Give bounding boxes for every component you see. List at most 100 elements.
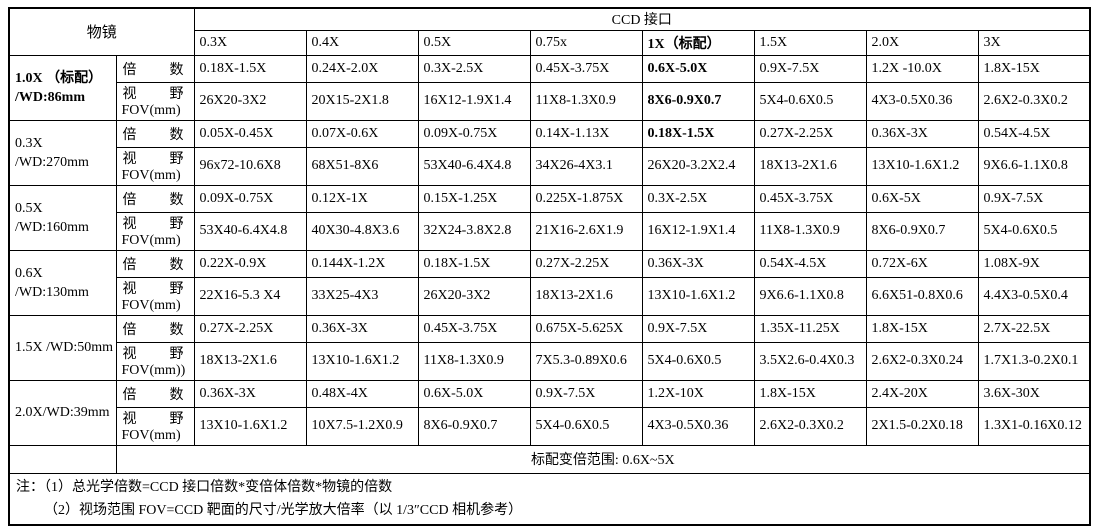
fov-row: 视野 FOV(mm) 53X40-6.4X4.8 40X30-4.8X3.6 32X24… bbox=[9, 211, 1091, 251]
fov-cell: 53X40-6.4X4.8 bbox=[417, 146, 531, 186]
fov-cell: 8X6-0.9X0.7 bbox=[641, 81, 755, 121]
fov-cell: 1.3X1-0.16X0.12 bbox=[977, 406, 1091, 446]
ccd-column-header: 0.4X bbox=[305, 29, 419, 56]
magnification-cell: 0.09X-0.75X bbox=[193, 184, 307, 213]
fov-label-char: 野 bbox=[169, 347, 184, 362]
magnification-cell: 0.48X-4X bbox=[305, 379, 419, 408]
ccd-column-header: 2.0X bbox=[865, 29, 979, 56]
ccd-column-header: 0.3X bbox=[193, 29, 307, 56]
ccd-interface-header: CCD 接口 bbox=[193, 7, 1091, 31]
objective-name-line: 0.6X bbox=[15, 265, 43, 281]
fov-row: 视野 FOV(mm) 22X16-5.3 X4 33X25-4X3 26X20-3X2 1… bbox=[9, 276, 1091, 316]
mag-row-label: 倍数 bbox=[115, 249, 195, 278]
fov-cell: 11X8-1.3X0.9 bbox=[753, 211, 867, 251]
mag-label-char: 数 bbox=[169, 62, 184, 78]
magnification-row: 0.3X/WD:270mm 倍数 0.05X-0.45X 0.07X-0.6X 0.09… bbox=[8, 119, 1091, 186]
objective-name-line: /WD:270mm bbox=[15, 154, 89, 170]
objective-name-line: /WD:160mm bbox=[15, 219, 89, 235]
fov-cell: 5X4-0.6X0.5 bbox=[529, 406, 643, 446]
fov-cell: 20X15-2X1.8 bbox=[305, 81, 419, 121]
optics-spec-table: 物镜 CCD 接口 0.3X 0.4X 0.5X 0.75x 1X（标配） 1.5X 2.0… bbox=[8, 7, 1092, 526]
fov-cell: 53X40-6.4X4.8 bbox=[193, 211, 307, 251]
fov-label-text: 视野 bbox=[117, 278, 193, 298]
mag-label-text: 倍数 bbox=[117, 59, 193, 79]
objective-name-line: 2.0X/WD:39mm bbox=[15, 405, 110, 420]
magnification-cell: 0.27X-2.25X bbox=[753, 119, 867, 148]
fov-cell: 13X10-1.6X1.2 bbox=[641, 276, 755, 316]
magnification-cell: 3.6X-30X bbox=[977, 379, 1091, 408]
mag-row-label: 倍数 bbox=[115, 54, 195, 83]
magnification-cell: 1.8X-15X bbox=[865, 314, 979, 343]
objective-name-line: /WD:86mm bbox=[15, 89, 85, 105]
magnification-cell: 0.9X-7.5X bbox=[641, 314, 755, 343]
fov-cell: 16X12-1.9X1.4 bbox=[641, 211, 755, 251]
ccd-column-header: 1X（标配） bbox=[641, 29, 755, 56]
fov-row: 视野 FOV(mm) 26X20-3X2 20X15-2X1.8 16X12-1.9X1… bbox=[9, 81, 1091, 121]
magnification-cell: 1.8X-15X bbox=[977, 54, 1091, 83]
mag-label-char: 数 bbox=[169, 387, 184, 403]
magnification-cell: 0.18X-1.5X bbox=[417, 249, 531, 278]
magnification-cell: 0.3X-2.5X bbox=[417, 54, 531, 83]
magnification-cell: 0.225X-1.875X bbox=[529, 184, 643, 213]
fov-unit-label: FOV(mm) bbox=[121, 168, 181, 183]
magnification-cell: 0.27X-2.25X bbox=[529, 249, 643, 278]
ccd-columns-row: 0.3X 0.4X 0.5X 0.75x 1X（标配） 1.5X 2.0X 3X bbox=[9, 29, 1091, 56]
objective-name-line: /WD:130mm bbox=[15, 284, 89, 300]
fov-label-char: 野 bbox=[169, 412, 184, 427]
fov-cell: 68X51-8X6 bbox=[305, 146, 419, 186]
fov-cell: 18X13-2X1.6 bbox=[193, 341, 307, 381]
magnification-cell: 0.45X-3.75X bbox=[753, 184, 867, 213]
fov-cell: 40X30-4.8X3.6 bbox=[305, 211, 419, 251]
mag-row-label: 倍数 bbox=[115, 379, 195, 408]
fov-label-char: 视 bbox=[122, 282, 137, 297]
magnification-cell: 0.6X-5.0X bbox=[417, 379, 531, 408]
mag-label-char: 倍 bbox=[122, 387, 137, 403]
magnification-cell: 0.18X-1.5X bbox=[193, 54, 307, 83]
magnification-cell: 0.15X-1.25X bbox=[417, 184, 531, 213]
fov-cell: 34X26-4X3.1 bbox=[529, 146, 643, 186]
fov-cell: 9X6.6-1.1X0.8 bbox=[977, 146, 1091, 186]
mag-label-char: 倍 bbox=[122, 192, 137, 208]
magnification-row: 2.0X/WD:39mm 倍数 0.36X-3X 0.48X-4X 0.6X-5.0X 0… bbox=[8, 379, 1091, 446]
fov-unit-label: FOV(mm) bbox=[121, 428, 181, 443]
fov-label-char: 野 bbox=[169, 87, 184, 102]
fov-cell: 10X7.5-1.2X0.9 bbox=[305, 406, 419, 446]
mag-row-label: 倍数 bbox=[115, 184, 195, 213]
magnification-cell: 0.14X-1.13X bbox=[529, 119, 643, 148]
fov-row: 视野 FOV(mm) 13X10-1.6X1.2 10X7.5-1.2X0.9 8X6-… bbox=[9, 406, 1091, 446]
fov-cell: 11X8-1.3X0.9 bbox=[529, 81, 643, 121]
fov-label-char: 视 bbox=[122, 412, 137, 427]
magnification-cell: 0.9X-7.5X bbox=[753, 54, 867, 83]
magnification-cell: 0.54X-4.5X bbox=[977, 119, 1091, 148]
ccd-column-header: 1.5X bbox=[753, 29, 867, 56]
fov-cell: 2.6X2-0.3X0.2 bbox=[753, 406, 867, 446]
fov-cell: 16X12-1.9X1.4 bbox=[417, 81, 531, 121]
objective-name-line: 1.5X /WD:50mm bbox=[15, 340, 113, 355]
mag-label-char: 数 bbox=[169, 257, 184, 273]
mag-label-text: 倍数 bbox=[117, 124, 193, 144]
magnification-row: 0.6X/WD:130mm 倍数 0.22X-0.9X 0.144X-1.2X 0.18… bbox=[8, 249, 1091, 316]
magnification-cell: 0.675X-5.625X bbox=[529, 314, 643, 343]
magnification-cell: 0.36X-3X bbox=[193, 379, 307, 408]
fov-cell: 4.4X3-0.5X0.4 bbox=[977, 276, 1091, 316]
magnification-cell: 0.72X-6X bbox=[865, 249, 979, 278]
magnification-cell: 0.22X-0.9X bbox=[193, 249, 307, 278]
mag-row-label: 倍数 bbox=[115, 119, 195, 148]
magnification-cell: 0.07X-0.6X bbox=[305, 119, 419, 148]
magnification-cell: 1.35X-11.25X bbox=[753, 314, 867, 343]
fov-label-char: 野 bbox=[169, 282, 184, 297]
magnification-cell: 0.36X-3X bbox=[305, 314, 419, 343]
fov-cell: 8X6-0.9X0.7 bbox=[417, 406, 531, 446]
mag-label-char: 数 bbox=[169, 192, 184, 208]
magnification-cell: 0.12X-1X bbox=[305, 184, 419, 213]
magnification-cell: 1.2X -10.0X bbox=[865, 54, 979, 83]
fov-cell: 2.6X2-0.3X0.2 bbox=[977, 81, 1091, 121]
magnification-cell: 0.45X-3.75X bbox=[529, 54, 643, 83]
mag-row-label: 倍数 bbox=[115, 314, 195, 343]
fov-cell: 8X6-0.9X0.7 bbox=[865, 211, 979, 251]
fov-label-char: 视 bbox=[122, 347, 137, 362]
magnification-cell: 0.9X-7.5X bbox=[529, 379, 643, 408]
objective-cell: 2.0X/WD:39mm bbox=[8, 379, 117, 446]
fov-cell: 2.6X2-0.3X0.24 bbox=[865, 341, 979, 381]
fov-cell: 4X3-0.5X0.36 bbox=[641, 406, 755, 446]
